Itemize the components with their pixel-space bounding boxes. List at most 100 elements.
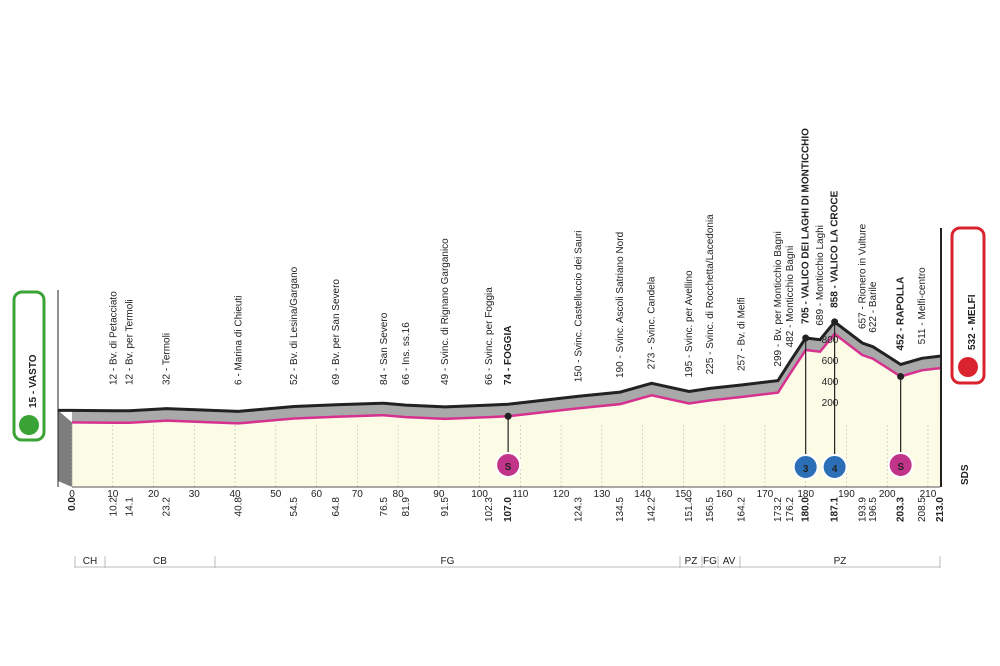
start-distance: 0.0 bbox=[67, 497, 78, 511]
waypoint-label: 511 - Melfi-centro bbox=[917, 267, 928, 345]
waypoint-label: 32 - Termoli bbox=[162, 333, 173, 385]
waypoint-label: 195 - Svinc. per Avellino bbox=[684, 270, 695, 378]
waypoint-label: 49 - Svinc. di Rignano Garganico bbox=[440, 238, 451, 385]
marker-badge bbox=[792, 454, 819, 480]
waypoint-label: 299 - Bv. per Monticchio Bagni bbox=[773, 231, 784, 366]
altitude-tick-label: 400 bbox=[822, 377, 839, 388]
km-tick-label: 50 bbox=[270, 489, 282, 500]
marker-label: S bbox=[897, 462, 904, 473]
km-tick-label: 200 bbox=[879, 489, 896, 500]
km-tick-label: 60 bbox=[311, 489, 323, 500]
waypoint-label: 66 - Ins. ss.16 bbox=[401, 322, 412, 385]
region-label: PZ bbox=[685, 556, 698, 567]
km-tick-label: 110 bbox=[512, 489, 528, 500]
waypoint-label: 482 - Monticchio Bagni bbox=[785, 246, 796, 348]
waypoint-label: 257 - Bv. di Melfi bbox=[736, 297, 747, 371]
waypoint-label: 52 - Bv. di Lesina/Gargano bbox=[289, 266, 300, 385]
km-tick-label: 40 bbox=[229, 489, 241, 500]
region-label: FG bbox=[703, 556, 717, 567]
marker-label: 3 bbox=[803, 464, 809, 475]
waypoint-distance: 193.9 bbox=[857, 497, 868, 522]
waypoint-label: 225 - Svinc. di Rocchetta/Lacedonia bbox=[705, 214, 716, 375]
km-tick-label: 70 bbox=[352, 489, 364, 500]
km-tick-label: 150 bbox=[675, 489, 692, 500]
finish-badge bbox=[950, 226, 986, 385]
waypoint-label: 150 - Svinc. Castelluccio dei Sauri bbox=[574, 231, 585, 383]
waypoint-distance: 173.2 bbox=[773, 497, 784, 522]
marker-badge bbox=[495, 452, 522, 478]
finish-icon bbox=[958, 357, 978, 377]
waypoint-label: 84 - San Severo bbox=[379, 312, 390, 385]
marker-badge bbox=[887, 452, 914, 478]
km-tick-label: 190 bbox=[838, 489, 855, 500]
waypoint-label: 622 - Barile bbox=[868, 281, 879, 333]
waypoint-distance: 81.9 bbox=[401, 497, 412, 517]
profile-ridge bbox=[57, 319, 941, 413]
km-tick-label: 140 bbox=[634, 489, 651, 500]
waypoint-distance: 208.5 bbox=[917, 497, 928, 522]
waypoint-distance: 156.5 bbox=[705, 497, 716, 522]
region-label: FG bbox=[441, 556, 455, 567]
waypoint-distance: 196.5 bbox=[868, 497, 879, 522]
profile-side bbox=[58, 410, 72, 487]
km-tick-label: 90 bbox=[433, 489, 445, 500]
start-icon bbox=[19, 415, 39, 435]
region-label: PZ bbox=[834, 556, 847, 567]
waypoint-distance: 134.5 bbox=[615, 497, 626, 522]
waypoint-label: 452 - RAPOLLA bbox=[896, 277, 907, 351]
waypoint-label: 858 - VALICO LA CROCE bbox=[830, 190, 841, 308]
waypoint-distance: 64.8 bbox=[331, 497, 342, 517]
altitude-tick-label: 800 bbox=[822, 335, 839, 346]
waypoint-label: 273 - Svinc. Candela bbox=[647, 276, 658, 369]
km-tick-label: 170 bbox=[757, 489, 774, 500]
waypoint-distance: 10.2 bbox=[109, 497, 120, 517]
waypoint-label: 6 - Marina di Chieuti bbox=[233, 296, 244, 385]
marker-badge bbox=[821, 454, 848, 480]
region-label: CH bbox=[83, 556, 97, 567]
waypoint-label: 12 - Bv. per Termoli bbox=[124, 299, 135, 385]
km-tick-label: 0 bbox=[69, 489, 75, 500]
waypoint-distance: 187.1 bbox=[830, 497, 841, 522]
waypoint-distance: 54.5 bbox=[289, 497, 300, 517]
km-tick-label: 210 bbox=[920, 489, 937, 500]
finish-distance: 213.0 bbox=[935, 497, 946, 522]
waypoint-distance: 102.3 bbox=[484, 497, 495, 522]
waypoint-distance: 176.2 bbox=[785, 497, 796, 522]
waypoint-label: 657 - Rionero in Vulture bbox=[857, 223, 868, 329]
waypoint-distance: 124.3 bbox=[574, 497, 585, 522]
waypoint-distance: 91.5 bbox=[440, 497, 451, 517]
marker-label: 4 bbox=[832, 464, 838, 475]
marker-dot bbox=[504, 412, 512, 420]
km-tick-label: 130 bbox=[594, 489, 611, 500]
km-tick-label: 10 bbox=[107, 489, 119, 500]
waypoint-distance: 107.0 bbox=[503, 497, 514, 522]
altitude-tick-label: 600 bbox=[822, 356, 839, 367]
altitude-tick-label: 200 bbox=[822, 398, 839, 409]
region-label: CB bbox=[153, 556, 167, 567]
marker-dot bbox=[897, 373, 905, 381]
finish-label: 532 - MELFI bbox=[967, 294, 978, 350]
waypoint-label: 12 - Bv. di Petacciato bbox=[109, 291, 120, 385]
waypoint-label: 74 - FOGGIA bbox=[503, 326, 514, 385]
waypoint-label: 705 - VALICO DEI LAGHI DI MONTICCHIO bbox=[801, 128, 812, 324]
waypoint-distance: 142.2 bbox=[647, 497, 658, 522]
start-badge bbox=[12, 290, 46, 442]
start-label: 15 - VASTO bbox=[28, 354, 39, 408]
waypoint-distance: 14.1 bbox=[124, 497, 135, 517]
profile-road bbox=[71, 332, 941, 425]
km-tick-label: 20 bbox=[148, 489, 160, 500]
marker-dot bbox=[831, 318, 839, 326]
km-tick-label: 120 bbox=[553, 489, 570, 500]
km-tick-label: 160 bbox=[716, 489, 733, 500]
waypoint-distance: 164.2 bbox=[736, 497, 747, 522]
waypoint-distance: 23.2 bbox=[162, 497, 173, 517]
logo: SDS bbox=[960, 464, 971, 485]
marker-label: S bbox=[505, 462, 512, 473]
km-tick-label: 80 bbox=[393, 489, 405, 500]
waypoint-label: 689 - Monticchio Laghi bbox=[815, 225, 826, 326]
km-tick-label: 30 bbox=[189, 489, 201, 500]
km-tick-label: 180 bbox=[797, 489, 814, 500]
marker-dot bbox=[802, 334, 810, 342]
waypoint-label: 190 - Svinc. Ascoli Satriano Nord bbox=[615, 232, 626, 378]
